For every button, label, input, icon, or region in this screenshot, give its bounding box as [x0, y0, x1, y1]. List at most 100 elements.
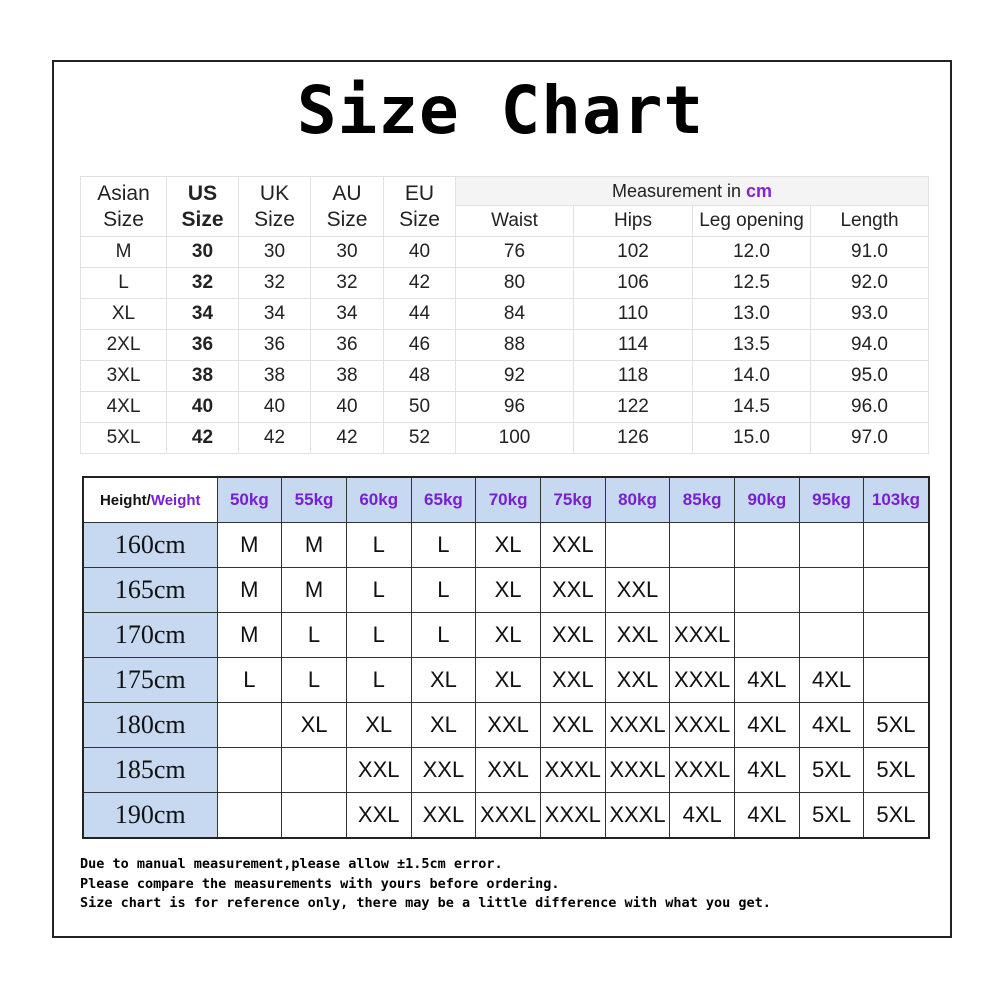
- weight-header-cell: 65kg: [410, 476, 477, 523]
- header-text: AU: [332, 181, 362, 205]
- table-cell: 100: [455, 422, 574, 454]
- table-row: 160cm M M L L XL XXL: [82, 522, 930, 568]
- table-cell: 14.5: [692, 391, 811, 423]
- weight-header-row: Height/Weight 50kg 55kg 60kg 65kg 70kg 75kg 80…: [82, 476, 930, 523]
- height-cell: 165cm: [82, 567, 218, 613]
- weight-header-cell: 75kg: [539, 476, 606, 523]
- table-row: 3XL 38 38 38 48 92 118 14.0 95.0: [80, 360, 930, 392]
- table-cell: 42: [166, 422, 239, 454]
- table-row: 180cm XL XL XL XXL XXL XXXL XXXL 4XL 4XL 5XL: [82, 702, 930, 748]
- table-cell: 122: [573, 391, 693, 423]
- size-cell: XL: [475, 567, 541, 613]
- size-cell: XXXL: [539, 747, 606, 793]
- table-row: 170cm M L L L XL XXL XXL XXXL: [82, 612, 930, 658]
- table-cell: 76: [455, 236, 574, 268]
- weight-header-cell: 103kg: [863, 476, 930, 523]
- table-cell: 5XL: [80, 422, 167, 454]
- size-cell: XXXL: [539, 792, 606, 839]
- header-text: Size: [254, 207, 295, 231]
- table-cell: 88: [455, 329, 574, 361]
- table-cell: 34: [238, 298, 311, 330]
- size-cell: 4XL: [734, 657, 800, 703]
- table-cell: 13.0: [692, 298, 811, 330]
- size-cell: [734, 612, 800, 658]
- table-cell: 30: [166, 236, 239, 268]
- size-cell: 5XL: [863, 792, 930, 839]
- size-cell: 4XL: [734, 702, 800, 748]
- table-row: 165cm M M L L XL XXL XXL: [82, 567, 930, 613]
- header-text: US: [187, 181, 218, 205]
- size-cell: XXL: [539, 612, 606, 658]
- size-cell: XXXL: [669, 612, 735, 658]
- size-cell: XL: [475, 657, 541, 703]
- header-uk-size: UK Size: [238, 176, 311, 237]
- page-title: Size Chart: [296, 72, 705, 149]
- table-row: 2XL 36 36 36 46 88 114 13.5 94.0: [80, 329, 930, 361]
- size-cell: L: [281, 612, 347, 658]
- table-cell: 42: [238, 422, 311, 454]
- table-cell: 13.5: [692, 329, 811, 361]
- table-row: M 30 30 30 40 76 102 12.0 91.0: [80, 236, 930, 268]
- table-cell: 92: [455, 360, 574, 392]
- size-cell: 4XL: [669, 792, 735, 839]
- size-cell: XL: [475, 612, 541, 658]
- table-row: 5XL 42 42 42 52 100 126 15.0 97.0: [80, 422, 930, 454]
- size-cell: XXXL: [604, 792, 671, 839]
- weight-label: Weight: [150, 491, 201, 509]
- height-cell: 160cm: [82, 522, 218, 568]
- size-cell: [798, 567, 865, 613]
- size-cell: XXL: [539, 522, 606, 568]
- size-cell: [863, 657, 930, 703]
- table-cell: 40: [383, 236, 456, 268]
- table-cell: 32: [166, 267, 239, 299]
- size-cell: M: [216, 522, 283, 568]
- header-eu-size: EU Size: [383, 176, 456, 237]
- table-cell: 34: [310, 298, 384, 330]
- table-row: 4XL 40 40 40 50 96 122 14.5 96.0: [80, 391, 930, 423]
- table-cell: 80: [455, 267, 574, 299]
- height-weight-table: Height/Weight 50kg 55kg 60kg 65kg 70kg 75kg 80…: [82, 476, 930, 839]
- table-cell: 92.0: [809, 267, 930, 299]
- table-cell: 48: [383, 360, 456, 392]
- size-cell: XXXL: [669, 702, 735, 748]
- table-cell: 94.0: [809, 329, 930, 361]
- table-cell: 42: [383, 267, 456, 299]
- size-cell: [669, 522, 735, 568]
- size-cell: XXXL: [604, 702, 671, 748]
- table-cell: 97.0: [809, 422, 930, 454]
- weight-header-cell: 85kg: [669, 476, 735, 523]
- measurement-unit: cm: [746, 180, 773, 201]
- table-row: 190cm XXL XXL XXXL XXXL XXXL 4XL 4XL 5XL 5XL: [82, 792, 930, 839]
- size-cell: [863, 567, 930, 613]
- size-cell: L: [216, 657, 283, 703]
- weight-header-cell: 60kg: [345, 476, 412, 523]
- table-cell: 114: [573, 329, 693, 361]
- size-cell: XXL: [345, 792, 412, 839]
- table-cell: 102: [573, 236, 693, 268]
- size-cell: M: [281, 567, 347, 613]
- size-cell: XXL: [345, 747, 412, 793]
- table-cell: XL: [80, 298, 167, 330]
- header-us-size: US Size: [166, 176, 239, 237]
- size-cell: L: [345, 522, 412, 568]
- note-line: Please compare the measurements with you…: [80, 875, 560, 892]
- table-cell: 32: [310, 267, 384, 299]
- table-cell: 36: [166, 329, 239, 361]
- table-cell: 93.0: [809, 298, 930, 330]
- size-cell: [798, 612, 865, 658]
- table-cell: 40: [166, 391, 239, 423]
- size-cell: [734, 567, 800, 613]
- weight-header-cell: 70kg: [475, 476, 541, 523]
- header-text: UK: [259, 181, 290, 205]
- weight-header-cell: 95kg: [798, 476, 865, 523]
- table-cell: 84: [455, 298, 574, 330]
- height-cell: 180cm: [82, 702, 218, 748]
- table-cell: 12.0: [692, 236, 811, 268]
- table-cell: 2XL: [80, 329, 167, 361]
- size-cell: L: [281, 657, 347, 703]
- size-cell: 4XL: [734, 747, 800, 793]
- table-cell: 15.0: [692, 422, 811, 454]
- size-cell: L: [410, 612, 477, 658]
- table-cell: 42: [310, 422, 384, 454]
- table-cell: 14.0: [692, 360, 811, 392]
